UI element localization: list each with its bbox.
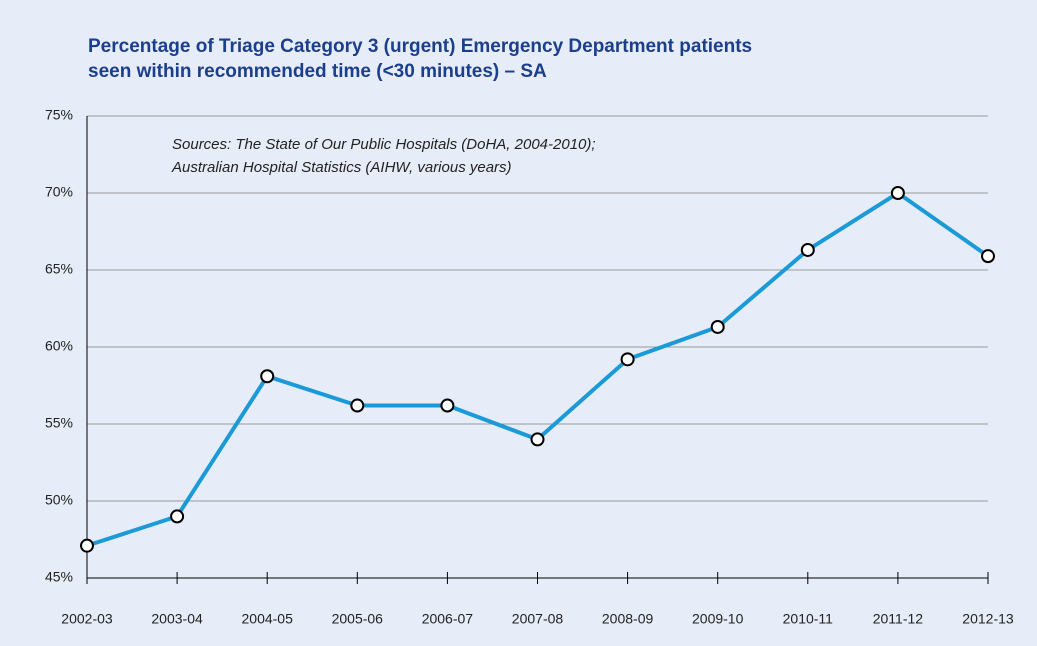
marker bbox=[890, 186, 905, 200]
x-tick-label: 2008-09 bbox=[602, 611, 654, 627]
marker bbox=[800, 242, 815, 257]
marker bbox=[440, 398, 455, 413]
x-tick-label: 2012-13 bbox=[962, 611, 1014, 627]
marker bbox=[530, 432, 545, 447]
y-tick-label: 75% bbox=[45, 107, 73, 123]
x-tick-label: 2011-12 bbox=[873, 611, 924, 627]
marker bbox=[80, 538, 94, 553]
y-tick-label: 50% bbox=[45, 492, 73, 508]
y-tick-label: 45% bbox=[45, 569, 73, 585]
marker bbox=[260, 369, 275, 384]
chart-title: Percentage of Triage Category 3 (urgent)… bbox=[88, 36, 752, 57]
y-tick-label: 60% bbox=[45, 338, 73, 354]
y-tick-label: 70% bbox=[45, 184, 73, 200]
marker bbox=[170, 509, 185, 524]
annotation: Australian Hospital Statistics (AIHW, va… bbox=[171, 159, 512, 176]
x-tick-label: 2009-10 bbox=[692, 611, 744, 627]
x-tick-label: 2004-05 bbox=[242, 611, 294, 627]
x-tick-label: 2006-07 bbox=[422, 611, 474, 627]
marker bbox=[620, 352, 635, 367]
annotation: Sources: The State of Our Public Hospita… bbox=[172, 136, 596, 153]
x-tick-label: 2010-11 bbox=[783, 611, 834, 627]
y-tick-label: 55% bbox=[45, 415, 73, 431]
x-tick-label: 2005-06 bbox=[332, 611, 384, 627]
marker bbox=[710, 319, 725, 334]
y-tick-label: 65% bbox=[45, 261, 73, 277]
x-tick-label: 2003-04 bbox=[151, 611, 203, 627]
x-tick-label: 2007-08 bbox=[512, 611, 564, 627]
x-tick-label: 2002-03 bbox=[61, 611, 113, 627]
marker bbox=[981, 249, 995, 264]
marker bbox=[350, 398, 365, 413]
line bbox=[86, 191, 990, 548]
chart-title: seen within recommended time (<30 minute… bbox=[88, 61, 547, 82]
